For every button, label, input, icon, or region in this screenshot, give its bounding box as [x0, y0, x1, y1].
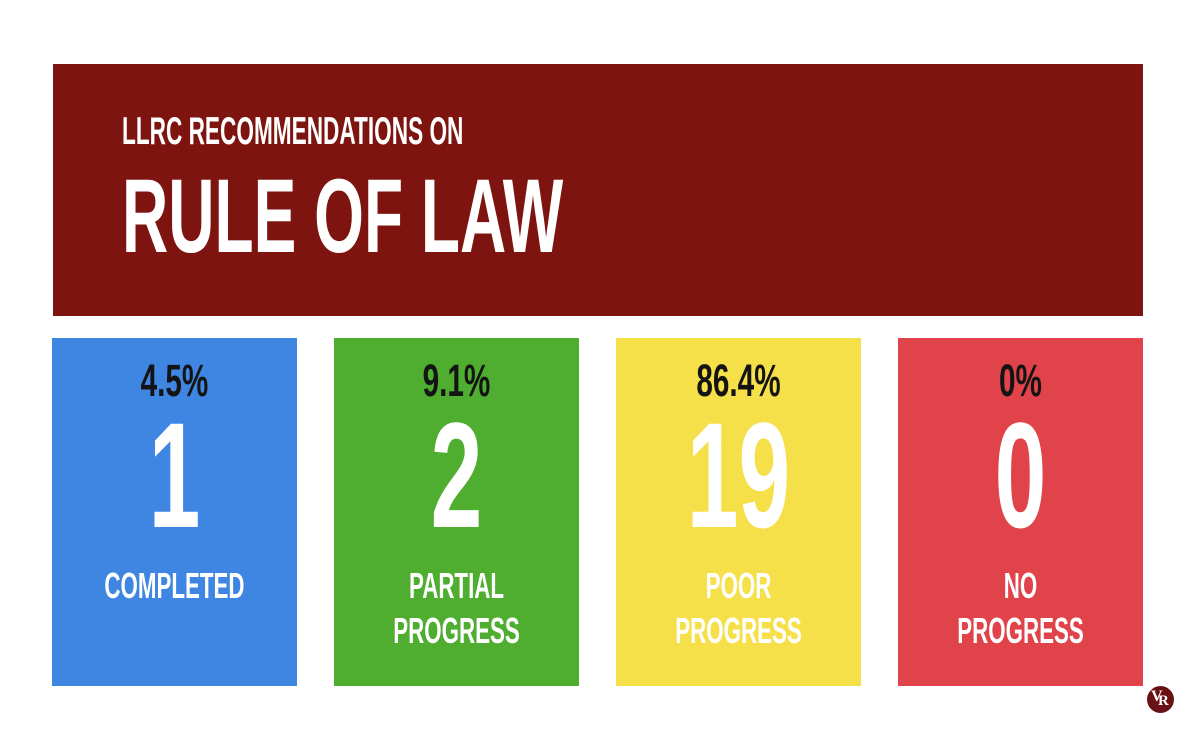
stat-label: NO PROGRESS [957, 565, 1084, 651]
stat-card-completed: 4.5% 1 COMPLETED [52, 338, 297, 686]
stat-percent: 9.1% [422, 355, 491, 406]
stat-percent: 86.4% [696, 355, 781, 406]
stat-count: 1 [148, 391, 201, 559]
vr-logo-letter-r: R [1158, 693, 1169, 709]
stat-label: PARTIAL PROGRESS [393, 565, 520, 651]
header-kicker: LLRC RECOMMENDATIONS ON [122, 110, 464, 153]
stat-count: 0 [994, 391, 1047, 559]
stat-count: 19 [686, 391, 791, 559]
vr-logo: V R [1147, 686, 1174, 713]
stat-card-partial-progress: 9.1% 2 PARTIAL PROGRESS [334, 338, 579, 686]
stat-card-no-progress: 0% 0 NO PROGRESS [898, 338, 1143, 686]
header-banner: LLRC RECOMMENDATIONS ON RULE OF LAW [53, 64, 1143, 316]
stat-percent: 4.5% [140, 355, 209, 406]
stats-row: 4.5% 1 COMPLETED 9.1% 2 PARTIAL PROGRESS… [52, 338, 1143, 686]
stat-label: COMPLETED [104, 565, 245, 606]
vr-logo-letter-v: V [1151, 688, 1163, 705]
stat-card-poor-progress: 86.4% 19 POOR PROGRESS [616, 338, 861, 686]
page-title: RULE OF LAW [122, 158, 564, 275]
stat-count: 2 [430, 391, 483, 559]
stat-percent: 0% [999, 355, 1042, 406]
stat-label: POOR PROGRESS [675, 565, 802, 651]
